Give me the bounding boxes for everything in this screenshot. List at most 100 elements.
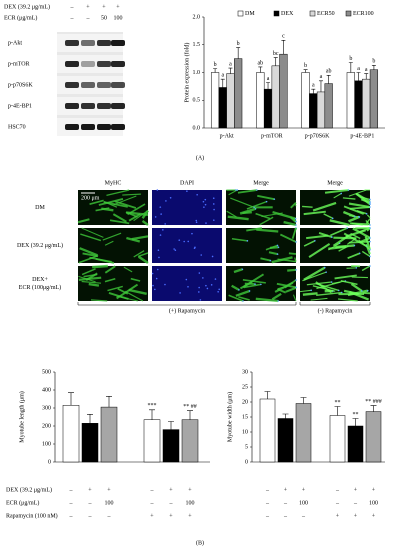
myotube: [255, 297, 279, 303]
error-bar: [370, 405, 377, 412]
significance-label: b: [372, 59, 375, 65]
legend-swatch: [273, 10, 280, 17]
error-bar: [168, 421, 174, 430]
nucleus: [159, 206, 162, 208]
nucleus: [346, 227, 349, 229]
myotube: [256, 228, 279, 233]
significance-label: bc: [273, 51, 279, 57]
nucleus: [210, 284, 213, 286]
myotube: [349, 222, 369, 226]
nucleus: [212, 203, 215, 205]
significance-label: a: [320, 74, 323, 80]
y-tick-label: 20: [242, 399, 248, 405]
myotube: [126, 211, 149, 216]
treatment-value: +: [188, 487, 192, 493]
lane-label: –: [70, 4, 75, 10]
myotube: [294, 257, 297, 262]
y-axis-label: Myotube length (μm): [18, 391, 25, 443]
bar: [346, 72, 355, 129]
myotube: [226, 210, 237, 218]
myotube: [107, 285, 123, 292]
y-tick-label: 200: [42, 423, 51, 429]
myotube: [323, 213, 334, 219]
nucleus: [337, 289, 340, 292]
nucleus: [198, 272, 201, 274]
nucleus: [204, 198, 207, 201]
myotube: [126, 236, 141, 243]
myotube: [243, 283, 262, 289]
nucleus: [173, 248, 175, 250]
error-bar: [300, 397, 307, 404]
y-tick-label: 0.5: [193, 98, 201, 104]
nucleus: [162, 229, 164, 231]
error-bar: [228, 67, 233, 74]
myotube: [303, 210, 326, 216]
y-tick-label: 400: [42, 387, 51, 393]
lane-label: 100: [114, 15, 123, 21]
bar: [226, 73, 235, 129]
nucleus: [235, 189, 237, 191]
error-bar: [303, 69, 308, 73]
nucleus: [212, 197, 215, 200]
myotube: [338, 245, 349, 252]
error-bar: [213, 68, 218, 73]
nucleus: [187, 240, 190, 243]
myotube: [288, 252, 297, 255]
treatment-value: +: [88, 487, 92, 493]
myotube: [332, 235, 349, 247]
legend-swatch: [237, 10, 244, 17]
myotube: [265, 244, 278, 251]
treatment-value: –: [107, 513, 112, 519]
bar: [234, 58, 243, 129]
myotube: [246, 200, 267, 210]
error-bar: [220, 78, 225, 88]
myotube: [255, 212, 271, 220]
nucleus: [358, 252, 361, 255]
error-bar: [371, 64, 376, 70]
column-header: DAPI: [180, 180, 194, 186]
myotube: [348, 189, 367, 197]
bar: [301, 72, 310, 129]
y-axis-label: Protein expression (fold): [183, 43, 190, 103]
myotube: [82, 252, 99, 258]
error-bar: [106, 396, 112, 408]
treatment-value: +: [284, 487, 288, 493]
nucleus: [213, 208, 215, 211]
myotube: [113, 195, 137, 206]
bar: [81, 423, 99, 463]
myotube: [365, 220, 371, 226]
nucleus: [156, 189, 159, 191]
myotube: [90, 299, 108, 302]
myotube: [133, 210, 149, 222]
myotube: [303, 240, 316, 247]
significance-label: ab: [326, 69, 332, 75]
nucleus: [295, 220, 297, 223]
protein-label: p-p70S6K: [8, 82, 33, 88]
treatment-value: –: [265, 487, 270, 493]
bar: [218, 87, 227, 129]
treatment-value: –: [88, 513, 93, 519]
nucleus: [156, 268, 159, 271]
myotube: [237, 189, 257, 194]
micrograph: [78, 228, 148, 263]
bar: [277, 418, 294, 463]
treatment-label: Rapamycin (100 nM): [6, 512, 58, 519]
myotube: [112, 213, 127, 223]
treatment-value: –: [150, 487, 155, 493]
blot-band: [111, 82, 125, 88]
myotube: [104, 265, 116, 274]
nucleus: [187, 285, 189, 288]
myotube: [334, 274, 357, 280]
bar: [259, 398, 276, 463]
myotube: [324, 188, 349, 194]
bar: [256, 72, 265, 129]
nucleus: [365, 212, 368, 215]
legend-swatch: [345, 10, 352, 17]
myotube: [306, 281, 332, 286]
nucleus: [217, 290, 219, 293]
lane-label: –: [86, 15, 91, 21]
nucleus: [295, 279, 297, 281]
nucleus: [196, 193, 198, 196]
myotube: [329, 219, 350, 227]
nucleus: [369, 224, 371, 226]
